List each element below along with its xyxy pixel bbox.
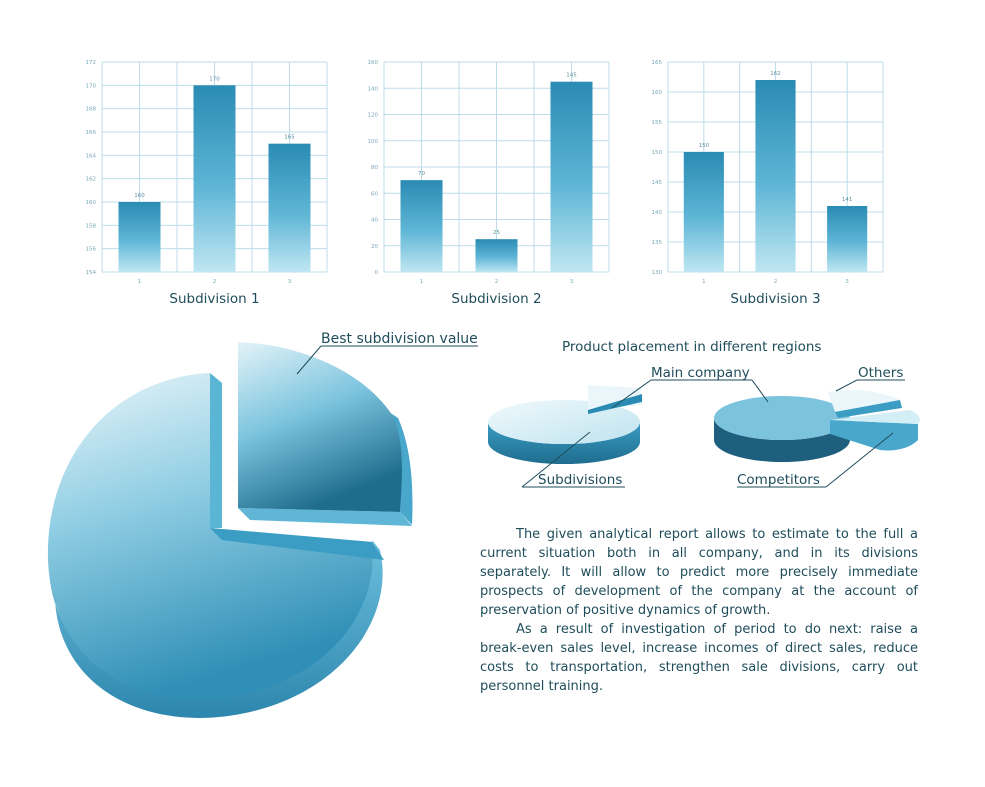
- y-tick-label: 100: [368, 139, 379, 145]
- y-tick-label: 150: [652, 150, 663, 156]
- y-tick-label: 20: [371, 244, 378, 250]
- y-tick-label: 168: [86, 107, 97, 113]
- bar: [827, 206, 868, 272]
- y-tick-label: 145: [652, 180, 663, 186]
- big-pie-best-slice-bottom: [238, 508, 412, 526]
- bar-chart-subdivision-1: 154 156 158 160 162 164 166 168 170 172 160 1 170 2 16…: [86, 60, 328, 307]
- bar-data-label: 141: [842, 197, 853, 203]
- y-tick-label: 60: [371, 191, 378, 197]
- bar-data-label: 70: [418, 171, 425, 177]
- others-leader: [835, 379, 858, 392]
- x-tick-label: 2: [213, 279, 217, 285]
- left-pie-side: [488, 422, 640, 464]
- y-tick-label: 156: [86, 247, 97, 253]
- report-text: The given analytical report allows to es…: [480, 525, 918, 696]
- y-tick-label: 160: [368, 60, 379, 66]
- y-tick-label: 172: [86, 60, 97, 66]
- bar-chart-subdivision-2: 0 20 40 60 80 100 120 140 160 70 1 25 2 145 3 Subdivisi…: [368, 60, 610, 307]
- big-pie-main-side: [50, 540, 383, 718]
- bar-data-label: 165: [284, 135, 295, 141]
- x-tick-label: 3: [288, 279, 292, 285]
- y-tick-label: 166: [86, 130, 97, 136]
- bar: [268, 143, 311, 272]
- main-company-leader-left: [611, 379, 652, 409]
- bar: [755, 80, 796, 272]
- x-tick-label: 1: [702, 279, 706, 285]
- y-tick-label: 160: [86, 200, 97, 206]
- big-pie-main-slice: [47, 373, 373, 700]
- competitors-slice: [830, 410, 920, 424]
- x-tick-label: 1: [138, 279, 142, 285]
- pie-chart-placement-left: [488, 385, 642, 464]
- others-label: Others: [858, 365, 903, 381]
- big-pie-main-cut: [210, 528, 384, 560]
- y-tick-label: 80: [371, 165, 378, 171]
- bar-data-label: 170: [209, 76, 220, 82]
- competitors-leader: [825, 432, 894, 488]
- big-pie-best-slice: [238, 342, 402, 512]
- y-tick-label: 158: [86, 223, 97, 229]
- big-pie-best-slice-side: [386, 410, 413, 525]
- left-pie-top: [488, 400, 640, 444]
- main-company-label: Main company: [651, 365, 750, 381]
- bar: [683, 152, 724, 272]
- chart-title: Subdivision 3: [730, 291, 820, 307]
- y-tick-label: 165: [652, 60, 663, 66]
- right-pie-top: [714, 396, 850, 440]
- report-paragraph-2: As a result of investigation of period t…: [480, 622, 918, 694]
- bar: [118, 202, 161, 272]
- bar: [193, 85, 236, 272]
- y-tick-label: 130: [652, 270, 663, 276]
- bar-data-label: 145: [566, 73, 577, 79]
- bar-data-label: 160: [134, 193, 145, 199]
- bar: [400, 180, 443, 272]
- report-paragraph-1: The given analytical report allows to es…: [480, 527, 918, 618]
- y-tick-label: 135: [652, 240, 663, 246]
- y-tick-label: 155: [652, 120, 663, 126]
- x-tick-label: 1: [420, 279, 424, 285]
- best-subdivision-leader: [296, 345, 322, 375]
- main-company-slice-edge: [588, 394, 642, 414]
- bar-chart-subdivision-3: 130 135 140 145 150 155 160 165 150 1 162 2 141 3 Subd…: [652, 60, 884, 307]
- small-pies-title: Product placement in different regions: [562, 339, 821, 355]
- big-pie-main-edge: [210, 373, 222, 528]
- pie-chart-placement-right: [714, 390, 920, 462]
- y-tick-label: 120: [368, 113, 379, 119]
- x-tick-label: 2: [774, 279, 778, 285]
- x-tick-label: 2: [495, 279, 499, 285]
- y-tick-label: 160: [652, 90, 663, 96]
- bar-data-label: 150: [699, 143, 710, 149]
- x-tick-label: 3: [570, 279, 574, 285]
- x-tick-label: 3: [845, 279, 849, 285]
- y-tick-label: 140: [368, 86, 379, 92]
- others-slice: [828, 390, 900, 412]
- best-subdivision-label: Best subdivision value: [321, 331, 478, 347]
- y-tick-label: 162: [86, 177, 97, 183]
- chart-title: Subdivision 2: [451, 291, 541, 307]
- main-company-leader-right: [751, 379, 769, 403]
- others-slice-edge: [835, 400, 902, 418]
- y-tick-label: 40: [371, 218, 378, 224]
- competitors-label: Competitors: [737, 472, 820, 488]
- competitors-slice-side: [830, 420, 918, 451]
- bar-data-label: 162: [770, 71, 781, 77]
- subdivisions-label: Subdivisions: [538, 472, 622, 488]
- y-tick-label: 154: [86, 270, 97, 276]
- big-pie-chart: [47, 342, 413, 718]
- y-tick-label: 170: [86, 83, 97, 89]
- bar: [475, 239, 518, 272]
- bar-data-label: 25: [493, 230, 500, 236]
- subdivisions-leader: [521, 431, 591, 488]
- bar: [550, 81, 593, 272]
- y-tick-label: 140: [652, 210, 663, 216]
- chart-title: Subdivision 1: [169, 291, 259, 307]
- y-tick-label: 0: [375, 270, 379, 276]
- y-tick-label: 164: [86, 153, 97, 159]
